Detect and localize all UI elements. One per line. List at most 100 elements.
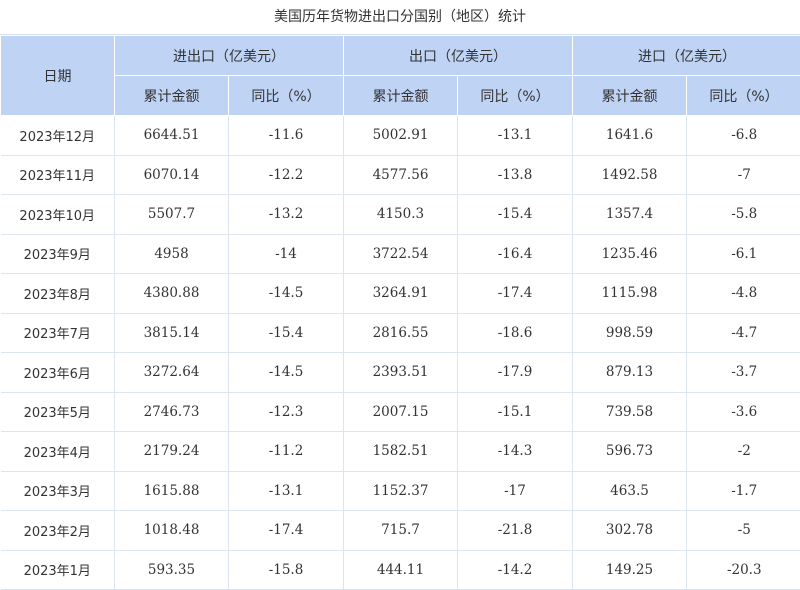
cell-total-yoy: -14.5 — [229, 353, 344, 393]
cell-export-yoy: -13.8 — [458, 155, 573, 195]
cell-export-amount: 1582.51 — [344, 432, 458, 472]
cell-import-yoy: -1.7 — [687, 471, 800, 511]
cell-export-yoy: -15.4 — [458, 195, 573, 235]
cell-export-amount: 3264.91 — [344, 274, 458, 314]
cell-total-amount: 3815.14 — [115, 313, 229, 353]
cell-import-yoy: -5.8 — [687, 195, 800, 235]
cell-export-amount: 3722.54 — [344, 234, 458, 274]
cell-import-amount: 1492.58 — [573, 155, 687, 195]
cell-date: 2023年12月 — [1, 116, 115, 156]
cell-total-amount: 2179.24 — [115, 432, 229, 472]
cell-total-amount: 4380.88 — [115, 274, 229, 314]
cell-import-amount: 1641.6 — [573, 116, 687, 156]
cell-import-yoy: -4.8 — [687, 274, 800, 314]
cell-export-yoy: -15.1 — [458, 392, 573, 432]
cell-export-yoy: -18.6 — [458, 313, 573, 353]
header-import-amount: 累计金额 — [573, 76, 687, 116]
cell-date: 2023年3月 — [1, 471, 115, 511]
cell-export-yoy: -14.2 — [458, 550, 573, 590]
cell-export-yoy: -17.4 — [458, 274, 573, 314]
cell-total-yoy: -17.4 — [229, 511, 344, 551]
cell-import-yoy: -7 — [687, 155, 800, 195]
cell-export-amount: 2007.15 — [344, 392, 458, 432]
cell-export-amount: 1152.37 — [344, 471, 458, 511]
cell-export-amount: 2816.55 — [344, 313, 458, 353]
cell-date: 2023年9月 — [1, 234, 115, 274]
cell-date: 2023年10月 — [1, 195, 115, 235]
cell-date: 2023年4月 — [1, 432, 115, 472]
cell-export-yoy: -13.1 — [458, 116, 573, 156]
cell-date: 2023年11月 — [1, 155, 115, 195]
cell-total-yoy: -12.3 — [229, 392, 344, 432]
cell-total-amount: 593.35 — [115, 550, 229, 590]
cell-total-yoy: -14.5 — [229, 274, 344, 314]
cell-import-amount: 463.5 — [573, 471, 687, 511]
cell-total-yoy: -11.2 — [229, 432, 344, 472]
cell-import-amount: 1115.98 — [573, 274, 687, 314]
cell-total-amount: 2746.73 — [115, 392, 229, 432]
cell-export-amount: 444.11 — [344, 550, 458, 590]
cell-date: 2023年8月 — [1, 274, 115, 314]
cell-total-yoy: -13.2 — [229, 195, 344, 235]
cell-export-amount: 4577.56 — [344, 155, 458, 195]
cell-export-yoy: -16.4 — [458, 234, 573, 274]
cell-import-amount: 739.58 — [573, 392, 687, 432]
cell-total-yoy: -12.2 — [229, 155, 344, 195]
cell-date: 2023年6月 — [1, 353, 115, 393]
cell-import-yoy: -2 — [687, 432, 800, 472]
header-import-yoy: 同比（%） — [687, 76, 800, 116]
cell-total-amount: 6644.51 — [115, 116, 229, 156]
header-total-amount: 累计金额 — [115, 76, 229, 116]
cell-total-yoy: -15.4 — [229, 313, 344, 353]
cell-import-yoy: -3.6 — [687, 392, 800, 432]
cell-import-yoy: -4.7 — [687, 313, 800, 353]
cell-import-amount: 879.13 — [573, 353, 687, 393]
cell-export-yoy: -17.9 — [458, 353, 573, 393]
cell-date: 2023年1月 — [1, 550, 115, 590]
cell-total-amount: 4958 — [115, 234, 229, 274]
cell-total-amount: 3272.64 — [115, 353, 229, 393]
cell-total-amount: 1615.88 — [115, 471, 229, 511]
cell-import-amount: 149.25 — [573, 550, 687, 590]
cell-export-yoy: -21.8 — [458, 511, 573, 551]
cell-import-amount: 1357.4 — [573, 195, 687, 235]
cell-import-yoy: -20.3 — [687, 550, 800, 590]
cell-import-yoy: -3.7 — [687, 353, 800, 393]
cell-date: 2023年5月 — [1, 392, 115, 432]
cell-export-amount: 715.7 — [344, 511, 458, 551]
cell-import-amount: 302.78 — [573, 511, 687, 551]
header-group-total: 进出口（亿美元） — [115, 36, 344, 76]
cell-import-amount: 596.73 — [573, 432, 687, 472]
cell-export-amount: 2393.51 — [344, 353, 458, 393]
cell-total-amount: 1018.48 — [115, 511, 229, 551]
cell-import-yoy: -6.1 — [687, 234, 800, 274]
cell-export-yoy: -17 — [458, 471, 573, 511]
cell-import-yoy: -6.8 — [687, 116, 800, 156]
cell-total-amount: 5507.7 — [115, 195, 229, 235]
cell-import-amount: 998.59 — [573, 313, 687, 353]
cell-total-amount: 6070.14 — [115, 155, 229, 195]
header-group-import: 进口（亿美元） — [573, 36, 800, 76]
cell-import-yoy: -5 — [687, 511, 800, 551]
cell-export-amount: 4150.3 — [344, 195, 458, 235]
cell-date: 2023年2月 — [1, 511, 115, 551]
header-group-export: 出口（亿美元） — [344, 36, 573, 76]
header-export-yoy: 同比（%） — [458, 76, 573, 116]
cell-total-yoy: -13.1 — [229, 471, 344, 511]
table-title: 美国历年货物进出口分国别（地区）统计 — [0, 0, 800, 35]
cell-export-yoy: -14.3 — [458, 432, 573, 472]
header-export-amount: 累计金额 — [344, 76, 458, 116]
cell-export-amount: 5002.91 — [344, 116, 458, 156]
cell-total-yoy: -15.8 — [229, 550, 344, 590]
